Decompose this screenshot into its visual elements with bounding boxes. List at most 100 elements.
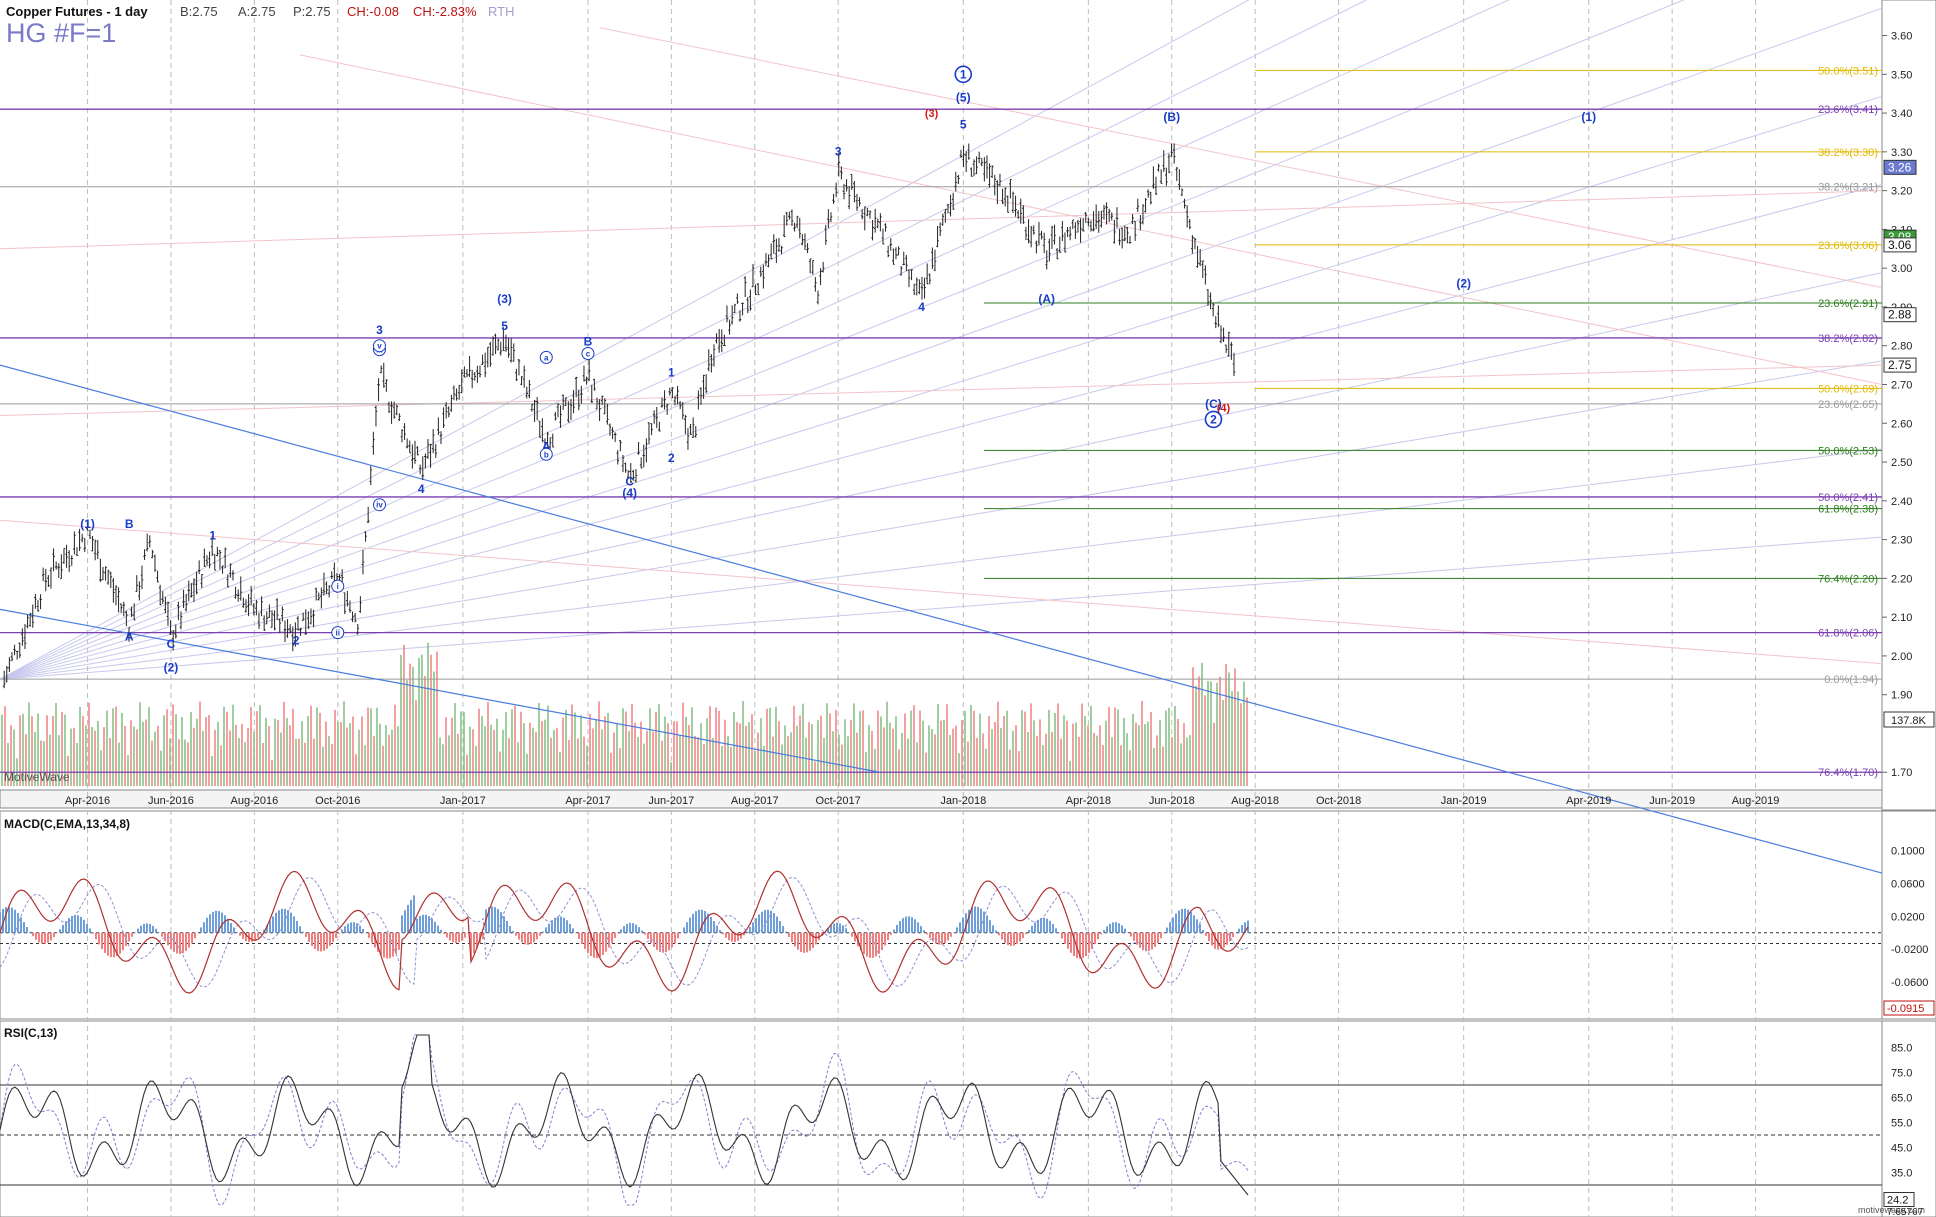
wave-labels: (1) BAC(2)1234(3)5BAC(4)1234(5)5(A)(B)(C)… xyxy=(80,65,1596,674)
fib-label: 50.0%(2.53) xyxy=(1818,445,1878,457)
price-tick-label: 1.90 xyxy=(1891,690,1912,702)
fib-label: 38.2%(3.21) xyxy=(1818,182,1878,194)
wave-label: C xyxy=(625,474,634,488)
wave-label: C xyxy=(167,637,176,651)
quote-change-pct: CH:-2.83% xyxy=(413,4,477,19)
wave-circle-label: 1 xyxy=(960,67,967,81)
wave-label: 2 xyxy=(668,451,675,465)
rsi-tick-label: 65.0 xyxy=(1891,1093,1912,1105)
wave-label: (5) xyxy=(956,90,971,104)
fan-line xyxy=(0,0,1510,680)
date-tick-label: Oct-2017 xyxy=(816,795,861,807)
fib-label: 61.8%(2.06) xyxy=(1818,628,1878,640)
volume-bars: 137.8K xyxy=(1,642,1935,786)
date-axis xyxy=(0,789,1883,809)
fan-line-red xyxy=(0,190,1883,250)
date-tick-label: Apr-2018 xyxy=(1066,795,1111,807)
wave-label: B xyxy=(125,517,134,531)
price-tag-label: 2.88 xyxy=(1888,308,1912,322)
macd-signal-line xyxy=(0,876,1249,988)
rsi-plot: 85.0 75.0 65.0 55.0 45.0 35.0 24.27.65767 xyxy=(0,1034,1924,1217)
price-tag xyxy=(1883,307,1917,323)
wave-circle-label: ii xyxy=(336,629,340,638)
date-tick-label: Aug-2019 xyxy=(1732,795,1780,807)
macd-title: MACD(C,EMA,13,34,8) xyxy=(4,817,131,831)
price-tag-label: 3.06 xyxy=(1888,238,1912,252)
wave-label: 3 xyxy=(835,145,842,159)
macd-tick-label: 0.1000 xyxy=(1891,846,1925,858)
date-tick-label: Jan-2018 xyxy=(940,795,986,807)
macd-tick-label: -0.0600 xyxy=(1891,977,1928,989)
wave-circle xyxy=(331,579,345,593)
price-tag-label: 3.26 xyxy=(1888,160,1912,174)
quote-bid: B:2.75 xyxy=(180,4,218,19)
wave-label: 4 xyxy=(918,300,925,314)
price-tick-label: 3.00 xyxy=(1891,263,1912,275)
price-tick-label: 3.30 xyxy=(1891,147,1912,159)
rsi-tick-label: 55.0 xyxy=(1891,1118,1912,1130)
trendline-lower xyxy=(0,608,881,773)
price-tick-label: 2.20 xyxy=(1891,573,1912,585)
rsi-axis xyxy=(1881,1020,1936,1217)
price-bars xyxy=(2,143,1236,689)
date-tick-label: Aug-2017 xyxy=(731,795,779,807)
date-axis-labels: Apr-2016 Jun-2016 Aug-2016 Oct-2016 Jan-2017… xyxy=(65,795,1779,807)
wave-label: (1) xyxy=(1581,110,1596,124)
date-tick-label: Apr-2016 xyxy=(65,795,110,807)
price-tick-label: 2.40 xyxy=(1891,496,1912,508)
fan-line xyxy=(0,184,1883,680)
wave-circle xyxy=(954,65,973,84)
rsi-tick-label: 75.0 xyxy=(1891,1068,1912,1080)
quote-ask: A:2.75 xyxy=(238,4,276,19)
volume-tag xyxy=(1883,711,1935,728)
fib-label: 50.0%(2.41) xyxy=(1818,492,1878,504)
wave-circle xyxy=(539,350,553,364)
wave-label: 1 xyxy=(668,366,675,380)
watermark: MotiveWave xyxy=(4,770,70,784)
date-tick-label: Jun-2016 xyxy=(148,795,194,807)
grid-lines xyxy=(87,0,1757,1217)
price-axis xyxy=(1881,0,1936,811)
fan-line-red xyxy=(0,519,1883,665)
wave-label: (C) xyxy=(1205,397,1222,411)
macd-tick-label: -0.0200 xyxy=(1891,944,1928,956)
rsi-tick-label: 85.0 xyxy=(1891,1043,1912,1055)
quote-change: CH:-0.08 xyxy=(347,4,400,19)
wave-circle-label: i xyxy=(337,582,339,591)
date-tick-label: Oct-2018 xyxy=(1316,795,1361,807)
wave-label: 3 xyxy=(376,323,383,337)
wave-circle xyxy=(539,447,553,461)
wave-label: (3) xyxy=(497,292,512,306)
price-tick-label: 2.70 xyxy=(1891,379,1912,391)
wave-label: A xyxy=(125,629,134,643)
fan-line xyxy=(0,0,1250,680)
wave-circle xyxy=(372,339,386,353)
date-tick-label: Aug-2018 xyxy=(1231,795,1279,807)
date-tick-label: Jan-2019 xyxy=(1441,795,1487,807)
wave-circle xyxy=(1204,410,1223,429)
price-tag-label: 2.75 xyxy=(1888,358,1912,372)
price-tick-label: 1.70 xyxy=(1891,767,1912,779)
price-tick-label: 2.80 xyxy=(1891,341,1912,353)
price-tag xyxy=(1883,159,1917,175)
fib-label: 23.6%(3.06) xyxy=(1818,240,1878,252)
fan-line-red xyxy=(0,364,1883,417)
last-price-tags: 3.263.083.062.882.75 xyxy=(1883,159,1917,373)
macd-axis xyxy=(1881,810,1936,1020)
macd-plot: 0.1000 0.0600 0.0200 -0.0200 -0.0600 -0.0915 xyxy=(0,846,1935,1016)
wave-label: A xyxy=(542,439,551,453)
fib-label: 61.8%(2.38) xyxy=(1818,504,1878,516)
wave-label: 2 xyxy=(293,633,300,647)
price-panel xyxy=(0,0,1882,790)
fan-lines xyxy=(0,0,1883,680)
chart-title: Copper Futures - 1 day xyxy=(6,4,148,19)
date-tick-label: Apr-2017 xyxy=(565,795,610,807)
rsi-last-value: 24.2 xyxy=(1887,1195,1908,1207)
date-tick-label: Jun-2017 xyxy=(648,795,694,807)
price-tick-label: 3.20 xyxy=(1891,186,1912,198)
fan-line xyxy=(0,95,1883,680)
fib-label: 38.2%(3.30) xyxy=(1818,147,1878,159)
date-tick-label: Apr-2019 xyxy=(1566,795,1611,807)
price-tick-label: 2.50 xyxy=(1891,457,1912,469)
